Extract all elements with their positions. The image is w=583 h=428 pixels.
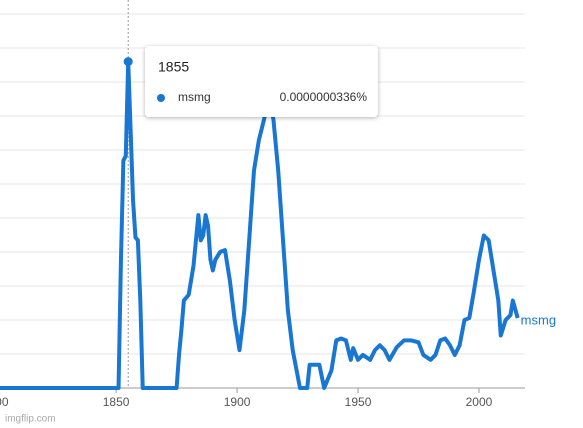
x-tick-label: 1800 <box>0 395 9 409</box>
tooltip-series: msmg <box>178 90 211 104</box>
tooltip: 1855 msmg 0.0000000336% <box>145 46 378 117</box>
tooltip-year: 1855 <box>158 59 189 75</box>
x-tick-label: 1850 <box>103 395 130 409</box>
tooltip-box <box>145 46 378 117</box>
x-tick-label: 1900 <box>224 395 251 409</box>
x-tick-label: 2000 <box>466 395 493 409</box>
watermark: imgflip.com <box>5 414 56 425</box>
hover-point <box>123 57 133 67</box>
x-tick-label: 1950 <box>345 395 372 409</box>
series-line <box>0 59 520 390</box>
tooltip-value: 0.0000000336% <box>280 90 368 104</box>
series-label: msmg <box>521 312 556 327</box>
tooltip-swatch <box>157 94 165 102</box>
